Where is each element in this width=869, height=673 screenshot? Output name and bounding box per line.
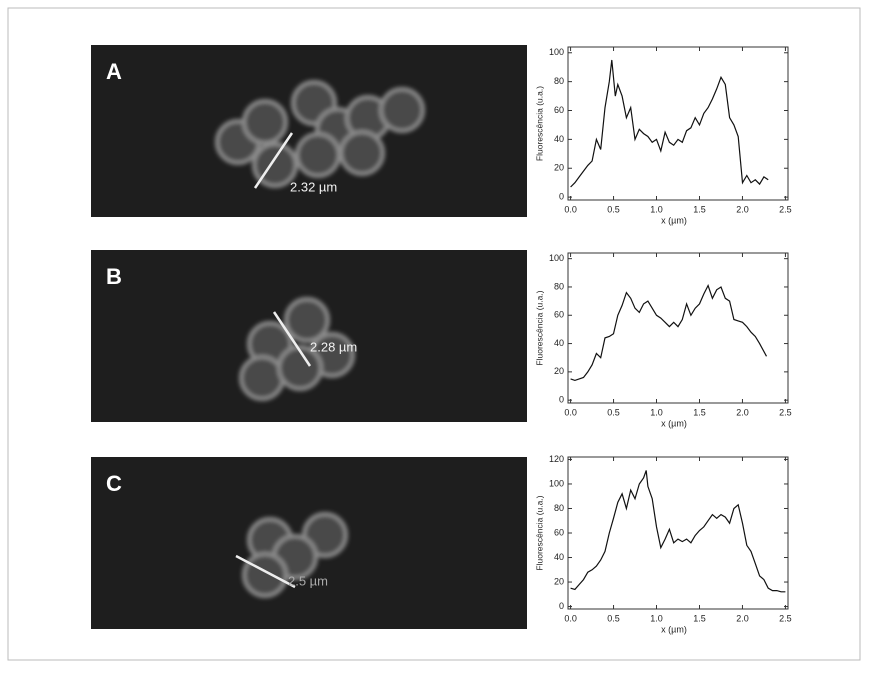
x-tick-label: 2.5: [779, 613, 792, 623]
x-tick-label: 0.5: [607, 204, 620, 214]
x-tick-label: 1.0: [650, 204, 663, 214]
y-tick-label: 80: [554, 503, 564, 513]
y-tick-label: 0: [559, 601, 564, 611]
cells: [215, 80, 425, 188]
cell: [295, 132, 341, 178]
panel-label: A: [106, 59, 122, 84]
x-tick-label: 0.5: [607, 613, 620, 623]
plot-frame: [567, 456, 789, 610]
cell: [379, 87, 425, 133]
cell: [339, 130, 385, 176]
x-axis-label: x (µm): [661, 215, 687, 225]
x-tick-label: 0.0: [564, 204, 577, 214]
x-tick-label: 1.0: [650, 613, 663, 623]
plot-frame: [567, 252, 789, 404]
x-axis-label: x (µm): [661, 418, 687, 428]
y-tick-label: 60: [554, 527, 564, 537]
y-axis-label: Fluorescência (u.a.): [534, 495, 544, 570]
y-tick-label: 0: [559, 191, 564, 201]
x-tick-label: 1.0: [650, 407, 663, 417]
x-tick-label: 2.0: [736, 407, 749, 417]
x-axis-label: x (µm): [661, 624, 687, 634]
y-tick-label: 100: [549, 253, 564, 263]
cell: [242, 552, 288, 598]
x-tick-label: 1.5: [693, 613, 706, 623]
cell: [284, 297, 330, 343]
x-tick-label: 0.0: [564, 407, 577, 417]
y-tick-label: 60: [554, 105, 564, 115]
y-tick-label: 120: [549, 454, 564, 464]
cell: [239, 355, 285, 401]
profile-line: [570, 470, 786, 593]
x-tick-label: 1.5: [693, 407, 706, 417]
measurement-label: 2.32 µm: [290, 179, 337, 194]
plot-frame: [567, 46, 789, 201]
y-tick-label: 40: [554, 338, 564, 348]
y-tick-label: 100: [549, 47, 564, 57]
cells: [239, 297, 355, 401]
measure-line: [235, 554, 296, 589]
y-tick-label: 40: [554, 552, 564, 562]
y-tick-label: 20: [554, 576, 564, 586]
y-tick-label: 100: [549, 478, 564, 488]
cell: [277, 345, 323, 391]
panel-label: C: [106, 471, 122, 496]
measurement-label: 2.28 µm: [310, 339, 357, 354]
measure-line: [253, 132, 294, 189]
x-tick-label: 2.5: [779, 204, 792, 214]
measure-line: [272, 311, 312, 367]
cell: [242, 99, 288, 145]
profile-line: [570, 283, 768, 382]
micrograph: [91, 45, 527, 217]
y-tick-label: 20: [554, 366, 564, 376]
x-tick-label: 2.5: [779, 407, 792, 417]
x-tick-label: 2.0: [736, 613, 749, 623]
profile-line: [570, 59, 769, 188]
measurement-label: 2.5 µm: [288, 573, 328, 588]
y-tick-label: 80: [554, 281, 564, 291]
y-tick-label: 0: [559, 395, 564, 405]
panel-label: B: [106, 264, 122, 289]
y-axis-label: Fluorescência (u.a.): [534, 290, 544, 365]
x-tick-label: 0.5: [607, 407, 620, 417]
x-tick-label: 1.5: [693, 204, 706, 214]
y-tick-label: 40: [554, 134, 564, 144]
y-tick-label: 20: [554, 163, 564, 173]
y-axis-label: Fluorescência (u.a.): [534, 86, 544, 161]
x-tick-label: 2.0: [736, 204, 749, 214]
figure-border: [7, 7, 861, 661]
x-tick-label: 0.0: [564, 613, 577, 623]
y-tick-label: 60: [554, 310, 564, 320]
y-tick-label: 80: [554, 76, 564, 86]
